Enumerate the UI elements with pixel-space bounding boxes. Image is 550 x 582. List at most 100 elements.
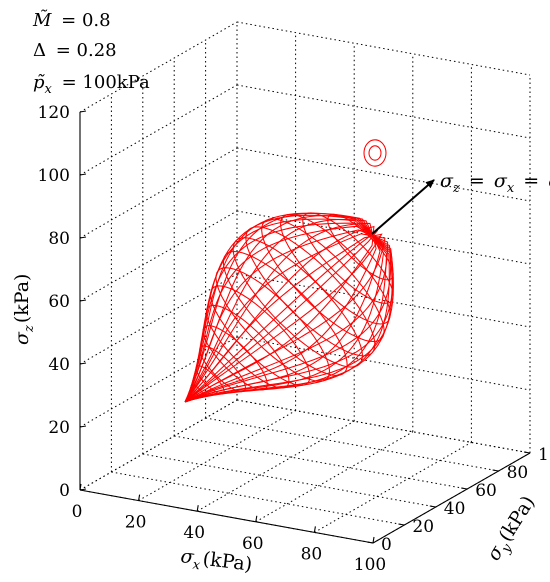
x-axis-line	[79, 489, 374, 544]
surface-meridian	[184, 229, 379, 403]
y-tick-label: 20	[412, 517, 434, 537]
grid-line-floor-y	[205, 417, 499, 472]
x-tick-mark	[313, 526, 316, 533]
surface-meridian	[184, 233, 374, 403]
surface-pole-ring	[368, 145, 382, 161]
surface-meridian	[184, 225, 374, 403]
surface-ring	[232, 237, 363, 368]
grid-line-floor-x	[255, 431, 414, 523]
surface-ring	[199, 345, 246, 393]
grid-line-floor-y	[174, 435, 468, 490]
surface-meridian	[184, 235, 389, 403]
surface-meridian	[184, 235, 388, 403]
hydrostatic-axis-arrow	[371, 179, 435, 235]
grid-line-back-horizontal	[236, 21, 531, 76]
surface-meridian	[184, 235, 377, 403]
y-tick-labels: 0 20 40 60 80 100	[381, 445, 550, 555]
y-tick-mark	[461, 487, 468, 490]
z-tick-labels: 0 20 40 60 80 100 120	[38, 103, 70, 501]
surface-meridian	[184, 235, 394, 403]
grid-line-floor-y	[142, 453, 436, 508]
z-tick-mark	[79, 236, 87, 239]
x-tick-label: 20	[125, 513, 147, 533]
y-tick-label: 80	[507, 463, 529, 483]
surface-meridian	[184, 215, 374, 403]
surface-meridian	[184, 225, 375, 403]
surface-ring	[215, 267, 331, 382]
z-tick-mark	[79, 425, 87, 428]
surface-ring	[190, 384, 205, 398]
y-tick-mark	[398, 523, 405, 526]
y-tick-mark	[523, 451, 531, 454]
surface-ring	[261, 218, 385, 343]
y-tick-label: 0	[381, 535, 392, 555]
surface-ring	[327, 213, 394, 281]
axes	[79, 110, 531, 544]
grid-line-floor-x	[196, 420, 355, 512]
x-tick-label: 80	[301, 544, 323, 564]
z-axis-label: σz(kPa)	[11, 274, 37, 345]
x-tick-mark	[255, 515, 258, 522]
y-tick-label: 60	[475, 481, 497, 501]
y-tick-label: 40	[444, 499, 466, 519]
y-tick-label: 100	[538, 445, 550, 465]
x-tick-mark	[372, 536, 375, 544]
grid-lines	[79, 21, 531, 544]
surface-meridian	[184, 233, 383, 403]
x-tick-mark	[196, 505, 199, 512]
grid-line-back-horizontal	[236, 84, 531, 139]
grid-line-side-horizontal	[79, 21, 238, 113]
z-tick-label: 80	[48, 229, 70, 249]
grid-line-back-horizontal	[236, 147, 531, 202]
surface-ring	[245, 226, 376, 357]
z-tick-label: 0	[59, 481, 70, 501]
x-tick-label: 100	[354, 555, 386, 575]
y-axis-label: σy(kPa)	[483, 492, 543, 567]
parameter-list: M̃ = 0.8 Δ = 0.28 p̃x = 100kPa	[32, 9, 150, 97]
surface-ring	[302, 212, 394, 304]
x-tick-mark	[79, 483, 82, 491]
yield-surface-mesh	[184, 139, 394, 403]
surface-ring	[195, 365, 225, 395]
grid-line-side-horizontal	[79, 84, 238, 176]
param-delta: Δ = 0.28	[33, 40, 117, 61]
grid-line-side-horizontal	[79, 399, 238, 491]
z-tick-mark	[79, 362, 87, 365]
surface-ring	[205, 304, 290, 389]
surface-meridian	[184, 222, 374, 403]
x-tick-label: 40	[183, 523, 205, 543]
z-tick-mark	[79, 488, 87, 491]
grid-line-side-horizontal	[79, 336, 238, 428]
surface-meridian	[184, 235, 381, 403]
y-tick-mark	[429, 505, 436, 508]
param-m: M̃ = 0.8	[32, 9, 111, 31]
grid-line-side-horizontal	[79, 147, 238, 239]
grid-line-side-horizontal	[79, 273, 238, 365]
surface-ring	[280, 213, 391, 325]
y-axis-line	[372, 452, 531, 544]
x-tick-label: 0	[72, 502, 83, 522]
y-tick-mark	[366, 541, 374, 544]
x-tick-labels: 0 20 40 60 80 100	[72, 502, 387, 575]
surface-meridian	[184, 235, 386, 403]
grid-line-floor-x	[138, 410, 296, 502]
z-tick-mark	[79, 299, 87, 302]
surface-ring	[222, 250, 348, 376]
surface-meridian	[184, 218, 374, 403]
grid-line-side-horizontal	[79, 210, 238, 302]
z-tick-label: 100	[38, 166, 70, 186]
y-tick-mark	[492, 469, 499, 472]
z-tick-label: 120	[38, 103, 70, 123]
z-tick-label: 20	[48, 418, 70, 438]
x-tick-mark	[138, 494, 141, 501]
z-tick-label: 60	[48, 292, 70, 312]
surface-meridian	[184, 235, 374, 403]
grid-line-back-horizontal	[236, 273, 531, 328]
grid-line-floor-y	[111, 471, 405, 526]
z-tick-label: 40	[48, 355, 70, 375]
z-tick-mark	[79, 110, 87, 113]
hydrostatic-axis-label: σz = σx = σy	[440, 170, 550, 197]
surface-meridian	[184, 235, 385, 403]
z-tick-mark	[79, 173, 87, 176]
